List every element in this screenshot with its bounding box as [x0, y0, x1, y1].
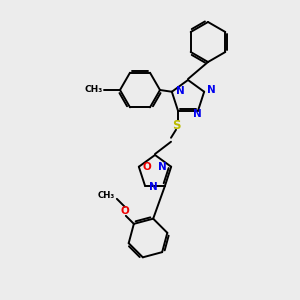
Text: N: N	[207, 85, 216, 95]
Text: N: N	[176, 86, 184, 96]
Text: CH₃: CH₃	[85, 85, 103, 94]
Text: S: S	[172, 119, 180, 132]
Text: N: N	[158, 162, 167, 172]
Text: O: O	[143, 162, 152, 172]
Text: N: N	[193, 109, 201, 119]
Text: O: O	[121, 206, 129, 216]
Text: CH₃: CH₃	[98, 191, 115, 200]
Text: N: N	[149, 182, 158, 192]
